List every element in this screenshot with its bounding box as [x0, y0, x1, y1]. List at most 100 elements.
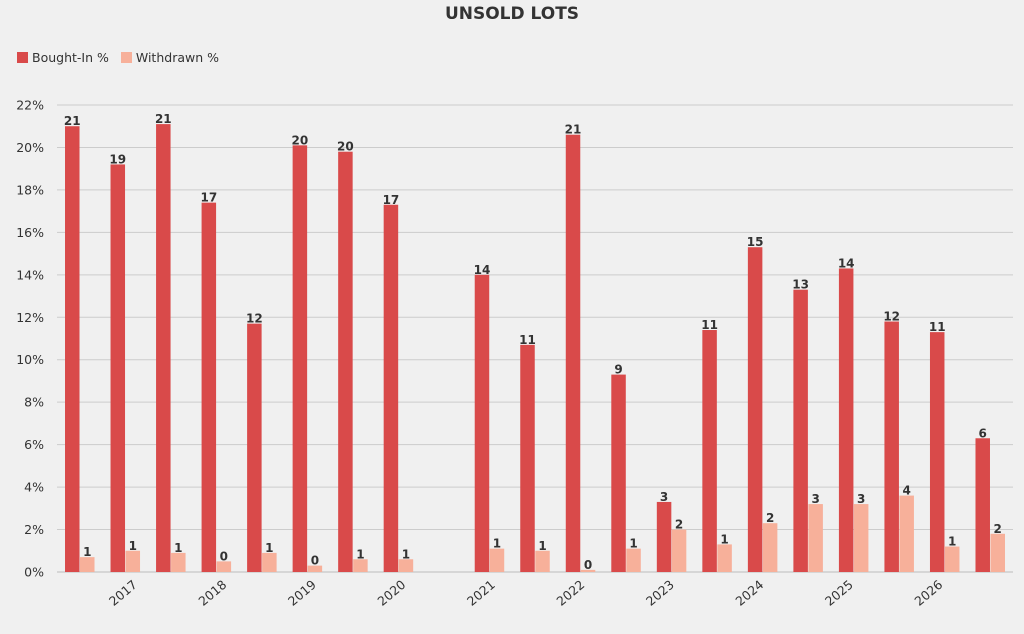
- legend-label-bought-in: Bought-In %: [32, 50, 109, 65]
- y-tick-label: 14%: [16, 267, 44, 282]
- data-label: 0: [220, 549, 228, 563]
- data-label: 11: [519, 333, 536, 347]
- data-label: 15: [747, 235, 764, 249]
- data-label: 1: [402, 547, 410, 561]
- bar-withdrawn: [671, 529, 687, 572]
- bar-bought-in: [565, 134, 581, 572]
- data-label: 1: [174, 541, 182, 555]
- bar-withdrawn: [171, 552, 186, 572]
- bar-bought-in: [793, 289, 808, 572]
- y-tick-label: 8%: [24, 395, 44, 410]
- x-tick-label: 2024: [732, 577, 766, 609]
- x-tick-label: 2019: [285, 577, 319, 609]
- data-label: 21: [565, 123, 582, 137]
- data-label: 1: [538, 539, 546, 553]
- bar-withdrawn: [125, 550, 141, 572]
- legend-item-bought-in: Bought-In %: [17, 50, 109, 65]
- bar-withdrawn: [353, 559, 368, 572]
- bar-bought-in: [65, 126, 80, 573]
- bar-withdrawn: [216, 561, 232, 572]
- data-label: 3: [857, 492, 865, 506]
- data-label: 3: [811, 492, 819, 506]
- bar-withdrawn: [535, 550, 550, 572]
- bar-bought-in: [702, 330, 717, 572]
- bar-withdrawn: [853, 504, 869, 572]
- bar-withdrawn: [990, 533, 1005, 572]
- data-label: 12: [883, 310, 900, 324]
- data-label: 1: [720, 532, 728, 546]
- legend-swatch-withdrawn: [120, 52, 132, 63]
- y-tick-label: 0%: [24, 565, 44, 580]
- bar-withdrawn: [580, 569, 596, 572]
- bar-bought-in: [247, 323, 262, 572]
- bar-bought-in: [611, 374, 626, 572]
- x-tick-label: 2023: [643, 577, 677, 609]
- bar-bought-in: [747, 247, 763, 573]
- data-label: 0: [311, 554, 319, 568]
- data-label: 1: [83, 545, 91, 559]
- bar-bought-in: [884, 321, 899, 572]
- data-label: 4: [903, 484, 911, 498]
- bar-withdrawn: [262, 552, 277, 572]
- y-tick-label: 20%: [16, 140, 44, 155]
- bar-withdrawn: [717, 544, 732, 572]
- y-tick-label: 18%: [16, 182, 44, 197]
- data-label: 13: [792, 278, 809, 292]
- bar-withdrawn: [808, 504, 823, 572]
- data-label: 21: [64, 114, 81, 128]
- y-tick-label: 10%: [16, 352, 44, 367]
- data-label: 21: [155, 112, 172, 126]
- data-label: 14: [838, 256, 855, 270]
- data-label: 20: [337, 140, 354, 154]
- bar-withdrawn: [762, 523, 778, 572]
- legend: Bought-In % Withdrawn %: [17, 50, 231, 65]
- bar-bought-in: [474, 274, 490, 572]
- data-label: 12: [246, 312, 263, 326]
- data-label: 14: [474, 263, 491, 277]
- x-tick-label: 2025: [822, 577, 856, 609]
- data-label: 1: [129, 539, 137, 553]
- data-label: 1: [356, 547, 364, 561]
- legend-item-withdrawn: Withdrawn %: [120, 50, 219, 65]
- bar-bought-in: [110, 164, 126, 572]
- bar-withdrawn: [626, 548, 641, 572]
- data-label: 3: [660, 490, 668, 504]
- legend-label-withdrawn: Withdrawn %: [135, 50, 219, 65]
- bar-bought-in: [156, 124, 171, 572]
- bar-withdrawn: [80, 557, 95, 572]
- data-label: 0: [584, 558, 592, 572]
- data-label: 2: [994, 522, 1002, 536]
- x-tick-label: 2018: [195, 577, 229, 609]
- data-label: 1: [493, 537, 501, 551]
- bar-withdrawn: [899, 495, 914, 572]
- bar-bought-in: [838, 268, 854, 572]
- x-tick-label: 2020: [374, 577, 408, 609]
- data-label: 2: [766, 511, 774, 525]
- data-label: 11: [929, 320, 946, 334]
- data-label: 1: [948, 535, 956, 549]
- data-label: 6: [979, 426, 987, 440]
- bar-bought-in: [520, 344, 535, 572]
- bar-withdrawn: [307, 565, 323, 572]
- data-label: 1: [265, 541, 273, 555]
- chart-title: UNSOLD LOTS: [444, 4, 580, 24]
- y-tick-label: 12%: [16, 310, 44, 325]
- x-tick-label: 2026: [911, 577, 945, 609]
- y-tick-label: 4%: [24, 480, 44, 495]
- y-tick-label: 6%: [24, 437, 44, 452]
- data-label: 11: [701, 318, 718, 332]
- x-tick-label: 2017: [106, 577, 140, 609]
- bar-bought-in: [929, 332, 945, 572]
- y-tick-label: 16%: [16, 225, 44, 240]
- legend-swatch-bought-in: [17, 52, 28, 63]
- data-label: 9: [614, 363, 622, 377]
- bar-withdrawn: [489, 548, 505, 572]
- bar-bought-in: [383, 204, 399, 572]
- data-label: 17: [200, 191, 217, 205]
- data-label: 20: [292, 133, 309, 147]
- data-label: 1: [629, 537, 637, 551]
- bar-bought-in: [975, 438, 990, 572]
- y-tick-label: 2%: [24, 522, 44, 537]
